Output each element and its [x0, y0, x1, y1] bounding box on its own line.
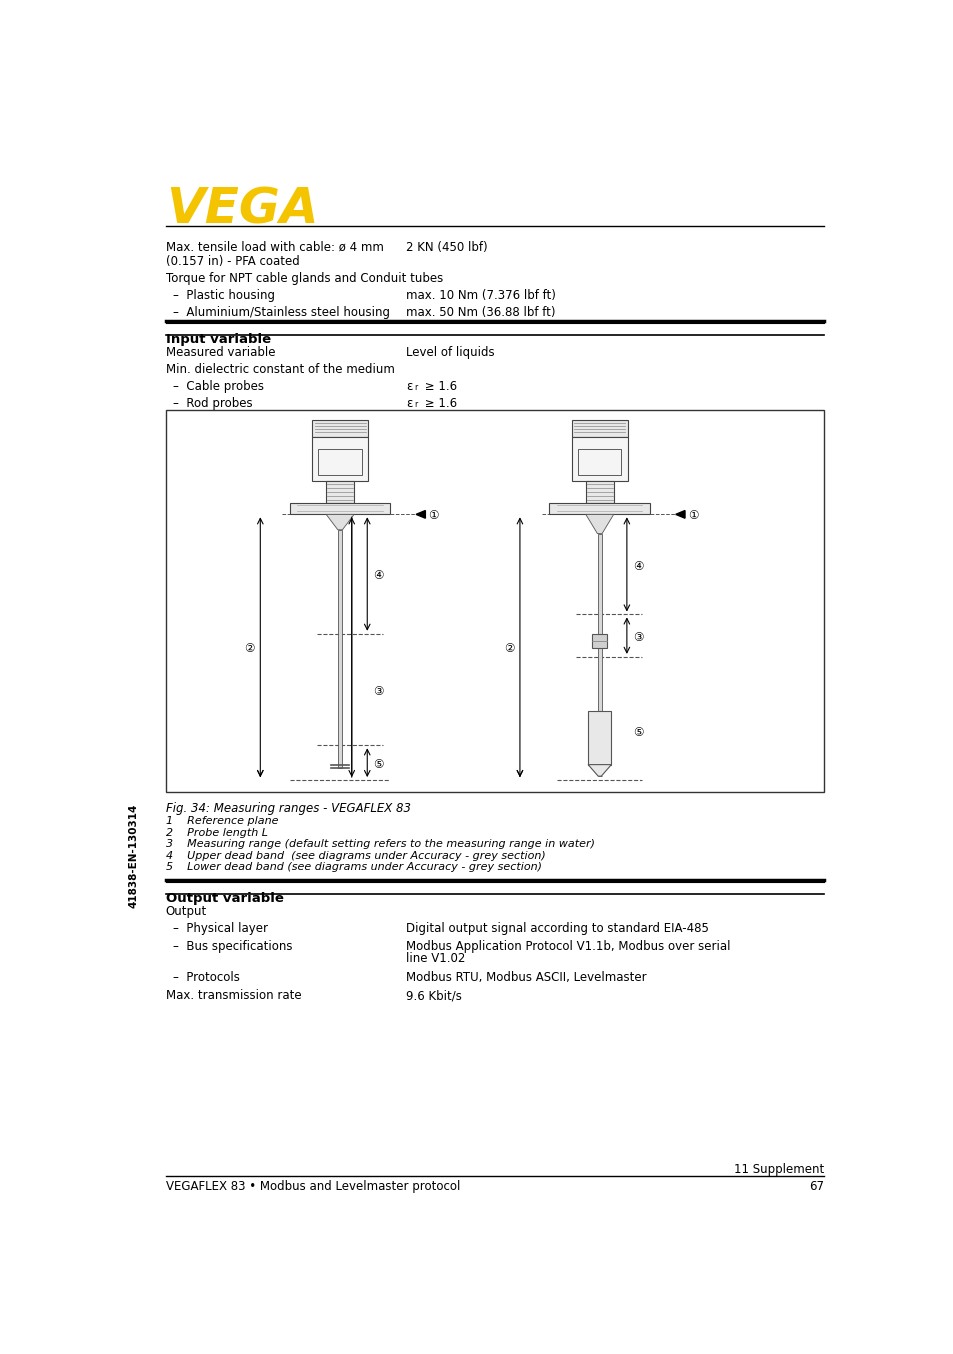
Bar: [326, 481, 354, 502]
Text: Max. transmission rate: Max. transmission rate: [166, 990, 301, 1002]
Bar: [578, 450, 620, 475]
Text: line V1.02: line V1.02: [406, 952, 465, 965]
Text: 11 Supplement: 11 Supplement: [734, 1163, 823, 1175]
Text: Measured variable: Measured variable: [166, 345, 275, 359]
Text: ①: ①: [428, 509, 438, 523]
Text: Modbus RTU, Modbus ASCII, Levelmaster: Modbus RTU, Modbus ASCII, Levelmaster: [406, 971, 646, 984]
Text: ②: ②: [503, 642, 514, 655]
Text: ⑤: ⑤: [373, 758, 383, 770]
Bar: [598, 533, 601, 634]
Bar: [312, 436, 368, 481]
Bar: [592, 634, 607, 647]
Text: Output: Output: [166, 904, 207, 918]
Text: 41838-EN-130314: 41838-EN-130314: [128, 803, 138, 907]
Text: ③: ③: [373, 685, 383, 697]
Bar: [571, 436, 627, 481]
Text: 5    Lower dead band (see diagrams under Accuracy - grey section): 5 Lower dead band (see diagrams under Ac…: [166, 862, 541, 872]
Text: Digital output signal according to standard EIA-485: Digital output signal according to stand…: [406, 922, 708, 934]
Text: r: r: [415, 401, 417, 409]
Text: ②: ②: [244, 642, 254, 655]
Text: Max. tensile load with cable: ø 4 mm: Max. tensile load with cable: ø 4 mm: [166, 241, 383, 255]
Text: r: r: [415, 383, 417, 393]
Bar: [312, 420, 368, 436]
Bar: [587, 711, 611, 765]
Text: 9.6 Kbit/s: 9.6 Kbit/s: [406, 990, 461, 1002]
Polygon shape: [587, 765, 611, 776]
Bar: [337, 529, 342, 769]
Bar: [571, 420, 627, 436]
Text: VEGA: VEGA: [166, 185, 318, 234]
Text: Output variable: Output variable: [166, 892, 283, 906]
Text: ④: ④: [373, 569, 383, 582]
Text: ⑤: ⑤: [633, 726, 643, 739]
Text: Input variable: Input variable: [166, 333, 271, 347]
Text: Min. dielectric constant of the medium: Min. dielectric constant of the medium: [166, 363, 395, 375]
Text: 4    Upper dead band  (see diagrams under Accuracy - grey section): 4 Upper dead band (see diagrams under Ac…: [166, 850, 545, 861]
Text: –  Plastic housing: – Plastic housing: [173, 288, 275, 302]
Bar: [290, 502, 390, 515]
Bar: [318, 450, 361, 475]
Text: max. 10 Nm (7.376 lbf ft): max. 10 Nm (7.376 lbf ft): [406, 288, 556, 302]
Text: Fig. 34: Measuring ranges - VEGAFLEX 83: Fig. 34: Measuring ranges - VEGAFLEX 83: [166, 803, 411, 815]
Text: ③: ③: [633, 631, 643, 643]
Bar: [549, 502, 649, 515]
Text: –  Physical layer: – Physical layer: [173, 922, 268, 934]
Polygon shape: [585, 515, 613, 533]
Text: 2 KN (450 lbf): 2 KN (450 lbf): [406, 241, 487, 255]
Text: ε: ε: [406, 397, 412, 409]
Text: –  Rod probes: – Rod probes: [173, 397, 253, 409]
Text: –  Bus specifications: – Bus specifications: [173, 940, 293, 953]
Text: max. 50 Nm (36.88 lbf ft): max. 50 Nm (36.88 lbf ft): [406, 306, 555, 318]
Text: –  Cable probes: – Cable probes: [173, 379, 264, 393]
Text: ≥ 1.6: ≥ 1.6: [420, 397, 456, 409]
Text: 2    Probe length L: 2 Probe length L: [166, 827, 268, 838]
Text: –  Protocols: – Protocols: [173, 971, 240, 984]
Text: Modbus Application Protocol V1.1b, Modbus over serial: Modbus Application Protocol V1.1b, Modbu…: [406, 940, 730, 953]
Bar: [598, 647, 601, 711]
Polygon shape: [326, 515, 354, 529]
Polygon shape: [675, 510, 684, 519]
Text: 3    Measuring range (default setting refers to the measuring range in water): 3 Measuring range (default setting refer…: [166, 839, 594, 849]
Text: VEGAFLEX 83 • Modbus and Levelmaster protocol: VEGAFLEX 83 • Modbus and Levelmaster pro…: [166, 1181, 459, 1193]
Text: 1    Reference plane: 1 Reference plane: [166, 816, 278, 826]
Text: Torque for NPT cable glands and Conduit tubes: Torque for NPT cable glands and Conduit …: [166, 272, 442, 284]
Text: ④: ④: [633, 559, 643, 573]
Text: 67: 67: [809, 1181, 823, 1193]
Text: ①: ①: [687, 509, 698, 523]
Text: (0.157 in) - PFA coated: (0.157 in) - PFA coated: [166, 255, 299, 268]
Text: Level of liquids: Level of liquids: [406, 345, 494, 359]
Polygon shape: [416, 510, 425, 519]
Bar: [166, 410, 823, 792]
Text: ≥ 1.6: ≥ 1.6: [420, 379, 456, 393]
Bar: [585, 481, 613, 502]
Text: ε: ε: [406, 379, 412, 393]
Text: –  Aluminium/Stainless steel housing: – Aluminium/Stainless steel housing: [173, 306, 390, 318]
